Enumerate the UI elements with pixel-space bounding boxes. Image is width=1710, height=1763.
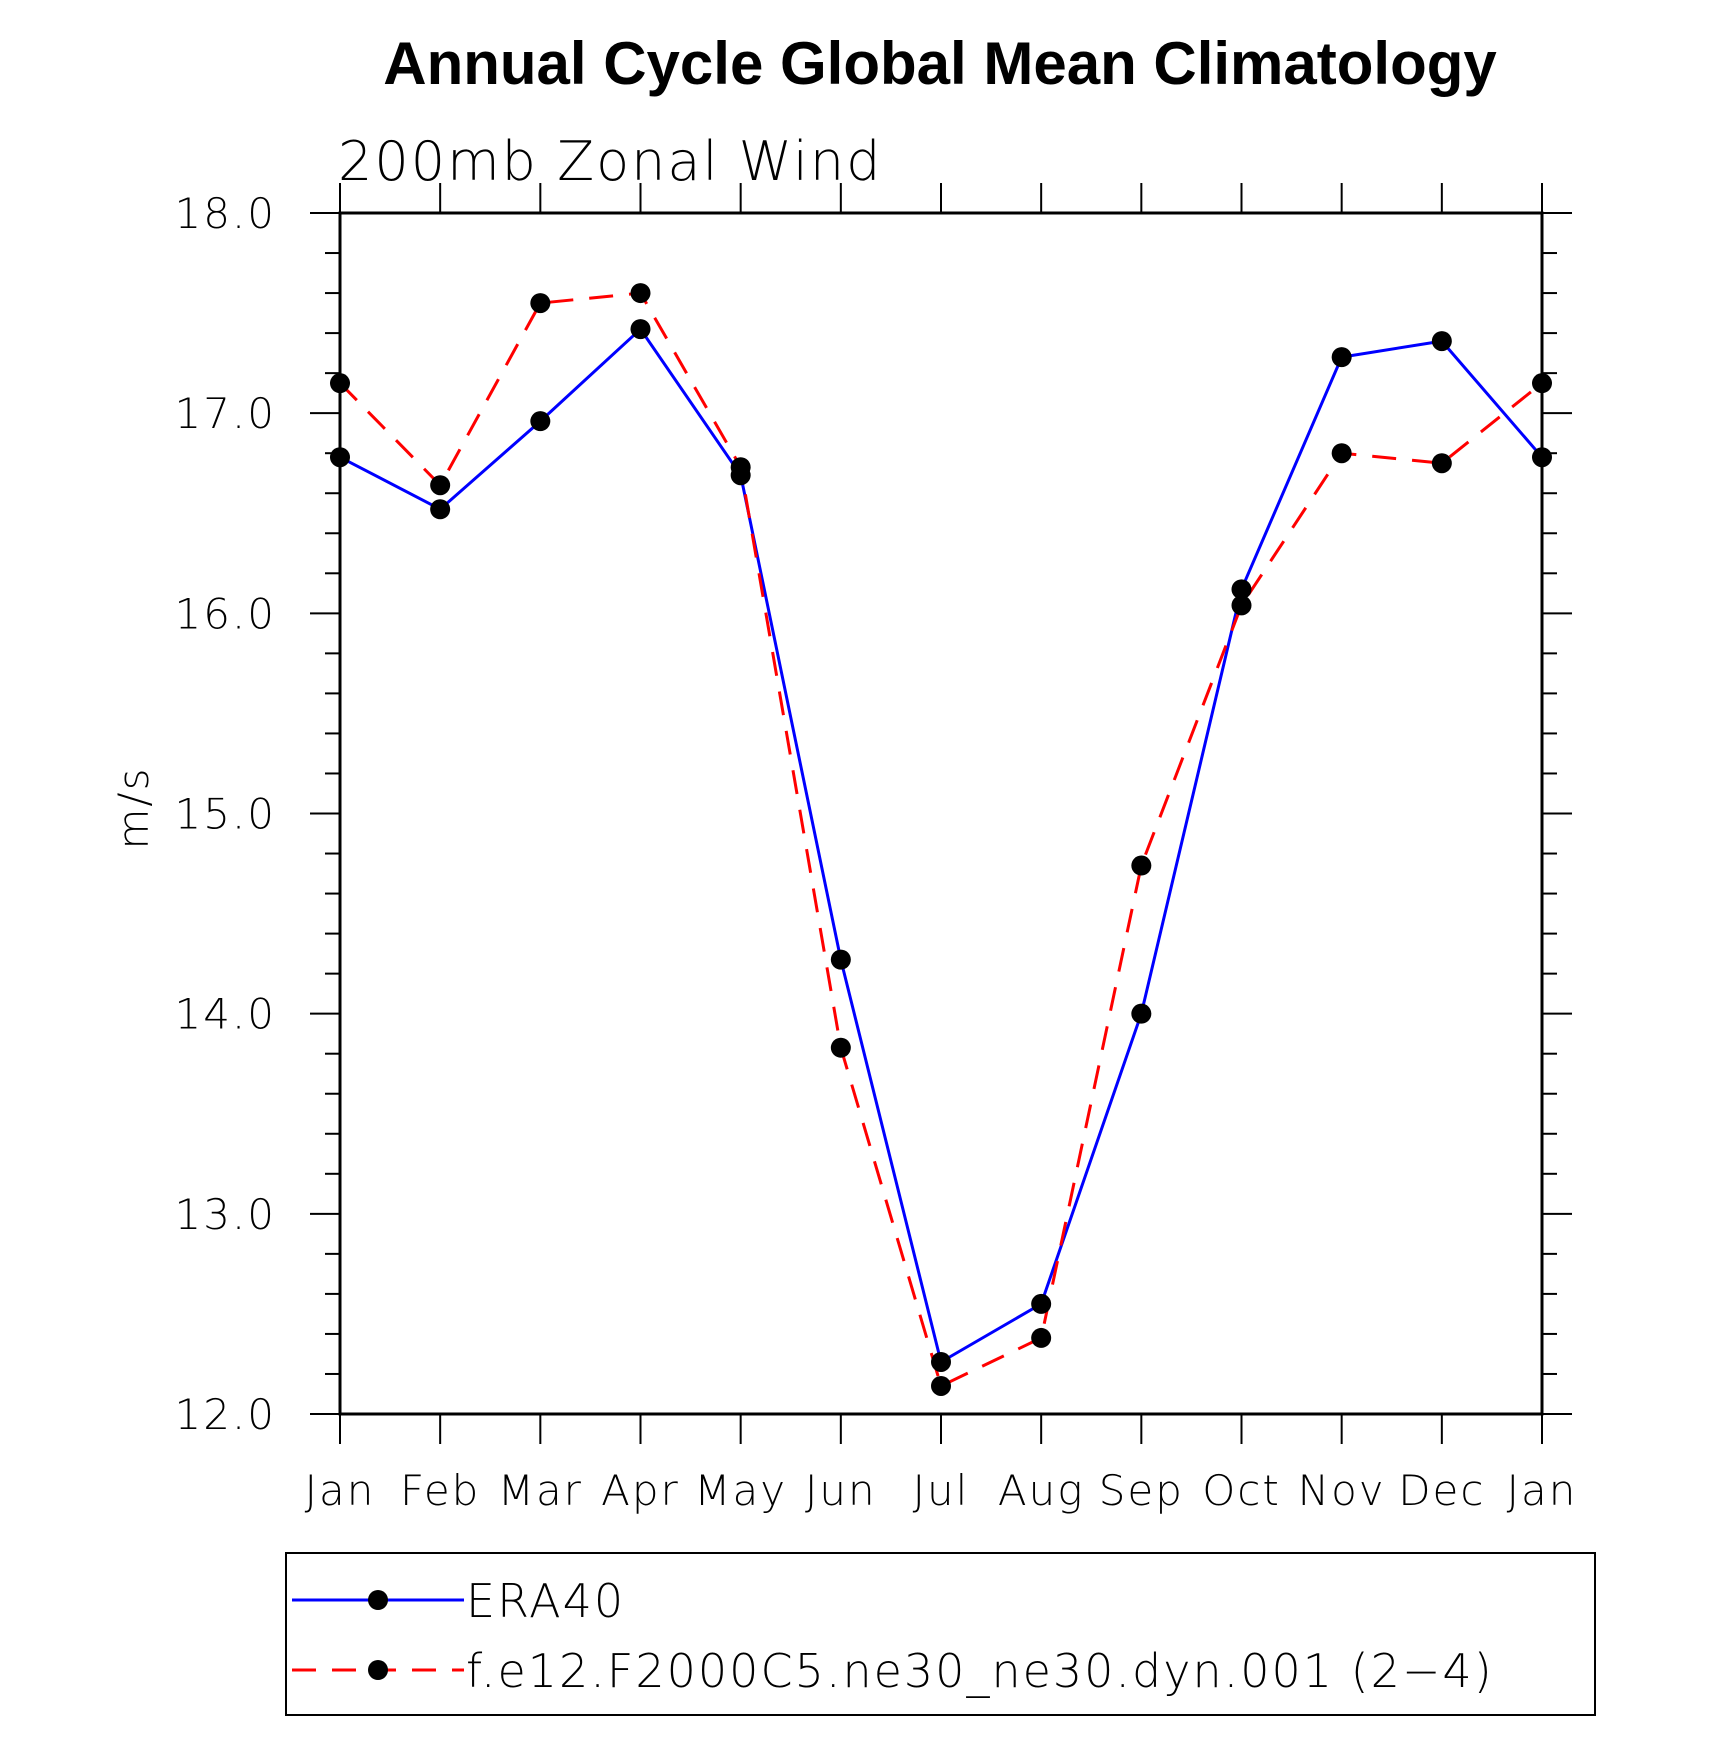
- x-tick-label: Jan: [305, 1466, 376, 1515]
- y-tick-label: 16.0: [174, 589, 276, 638]
- series-line-0: [339, 326, 1544, 1365]
- data-point-0: [1331, 347, 1352, 368]
- data-point-1: [530, 293, 551, 314]
- data-point-0: [1131, 1003, 1152, 1024]
- x-tick-label: Apr: [601, 1466, 680, 1515]
- data-point-1: [730, 457, 751, 478]
- series-layer: [330, 283, 1552, 1396]
- x-tick-label: Jan: [1507, 1466, 1578, 1515]
- y-axis-ticks: 12.0 13.0 14.0 15.0 16.0 17.0 18.0: [174, 189, 1572, 1439]
- y-tick-label: 18.0: [174, 189, 276, 238]
- data-point-1: [830, 1037, 851, 1058]
- x-tick-label: Feb: [400, 1466, 480, 1515]
- x-axis-ticks: Jan Feb Mar Apr May Jun Jul Aug Sep Oct Nov Dec Jan: [305, 183, 1578, 1515]
- data-point-1: [630, 283, 651, 304]
- x-tick-label: Aug: [998, 1466, 1085, 1515]
- data-point-1: [1532, 373, 1552, 394]
- data-point-1: [1231, 595, 1252, 616]
- data-point-1: [931, 1375, 951, 1396]
- chart-subtitle: 200mb Zonal Wind: [338, 130, 882, 193]
- x-tick-label: Jul: [913, 1466, 970, 1515]
- legend-box: [285, 1552, 1596, 1716]
- data-point-0: [1231, 579, 1252, 600]
- legend-label-era40: ERA40: [466, 1574, 625, 1628]
- x-tick-label: Jun: [805, 1466, 877, 1515]
- data-point-1: [1331, 443, 1352, 464]
- data-point-0: [530, 411, 551, 432]
- y-tick-label: 15.0: [174, 790, 276, 839]
- y-tick-label: 17.0: [174, 389, 276, 438]
- data-point-0: [1431, 331, 1452, 352]
- x-tick-label: Mar: [498, 1466, 583, 1515]
- data-point-1: [330, 373, 350, 394]
- data-point-0: [1031, 1293, 1052, 1314]
- series-line-1: [338, 291, 1543, 1389]
- chart-title: Annual Cycle Global Mean Climatology: [383, 30, 1497, 97]
- y-tick-label: 14.0: [174, 990, 276, 1039]
- y-tick-label: 12.0: [174, 1390, 276, 1439]
- data-point-0: [830, 949, 851, 970]
- data-point-1: [430, 475, 451, 496]
- data-point-1: [1031, 1327, 1052, 1348]
- y-axis-label: m/s: [109, 767, 158, 850]
- x-tick-label: Nov: [1298, 1466, 1386, 1515]
- data-point-0: [630, 319, 651, 340]
- data-point-1: [1131, 855, 1152, 876]
- x-tick-label: May: [694, 1466, 787, 1515]
- data-point-0: [1532, 447, 1552, 468]
- data-point-0: [430, 499, 451, 520]
- legend-label-model: f.e12.F2000C5.ne30_ne30.dyn.001 (2−4): [466, 1644, 1494, 1698]
- data-point-1: [1431, 453, 1452, 474]
- legend-marker-model: [368, 1660, 388, 1680]
- x-tick-label: Sep: [1099, 1466, 1184, 1515]
- x-tick-label: Oct: [1202, 1466, 1281, 1515]
- data-point-0: [330, 447, 350, 468]
- data-point-0: [931, 1351, 951, 1372]
- y-tick-label: 13.0: [174, 1190, 276, 1239]
- legend-marker-era40: [368, 1590, 388, 1610]
- plot-frame: [338, 211, 1544, 1416]
- x-tick-label: Dec: [1398, 1466, 1485, 1515]
